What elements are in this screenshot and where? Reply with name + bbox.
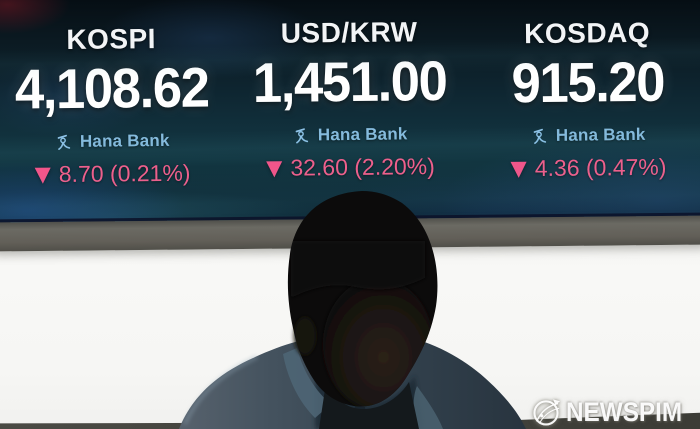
bank-row: Hana Bank xyxy=(293,124,408,145)
bank-row: Hana Bank xyxy=(531,125,646,146)
board-column-kosdaq: KOSDAQ 915.20 Hana Bank ▼ 4.36 (0.47%) xyxy=(475,0,700,234)
change-row: ▼ 32.60 (2.20%) xyxy=(266,153,435,181)
change-value: 8.70 (0.21%) xyxy=(58,159,191,188)
board-content: KOSPI 4,108.62 Hana Bank ▼ 8.70 (0.21%) xyxy=(0,0,700,234)
shoulder-rim-light xyxy=(183,355,258,425)
bank-row: Hana Bank xyxy=(55,131,170,152)
person-silhouette xyxy=(179,191,526,429)
ear xyxy=(294,317,316,355)
index-name: USD/KRW xyxy=(280,16,418,49)
left-collar-flap xyxy=(283,348,331,418)
down-triangle-icon: ▼ xyxy=(266,155,283,180)
board-column-usdkrw: USD/KRW 1,451.00 Hana Bank ▼ 32.60 (2.20… xyxy=(223,0,477,234)
change-row: ▼ 8.70 (0.21%) xyxy=(35,160,191,188)
right-collar-flap xyxy=(413,386,443,429)
down-triangle-icon: ▼ xyxy=(510,155,527,180)
change-value: 4.36 (0.47%) xyxy=(534,153,667,182)
board-column-kospi: KOSPI 4,108.62 Hana Bank ▼ 8.70 (0.21%) xyxy=(0,5,225,234)
index-name: KOSDAQ xyxy=(524,16,651,50)
index-value: 1,451.00 xyxy=(252,48,447,115)
hana-bank-logo-icon xyxy=(57,134,70,150)
index-value: 915.20 xyxy=(511,49,665,115)
change-row: ▼ 4.36 (0.47%) xyxy=(510,154,666,182)
hana-bank-logo-icon xyxy=(295,127,308,144)
change-value: 32.60 (2.20%) xyxy=(290,153,435,181)
bank-name: Hana Bank xyxy=(555,124,646,145)
bank-name: Hana Bank xyxy=(79,130,170,151)
newspim-watermark: NEWSPIM xyxy=(531,397,695,427)
bank-name: Hana Bank xyxy=(317,124,408,145)
stock-display-board: KOSPI 4,108.62 Hana Bank ▼ 8.70 (0.21%) xyxy=(0,0,700,234)
hair-fringe xyxy=(291,241,425,298)
neck xyxy=(319,376,419,429)
index-value: 4,108.62 xyxy=(14,55,209,121)
face-shading xyxy=(323,278,433,407)
hana-bank-logo-icon xyxy=(533,128,546,144)
down-triangle-icon: ▼ xyxy=(34,161,51,186)
watermark-text: NEWSPIM xyxy=(565,397,683,427)
index-name: KOSPI xyxy=(66,23,157,55)
newspim-logo-icon xyxy=(533,399,561,426)
